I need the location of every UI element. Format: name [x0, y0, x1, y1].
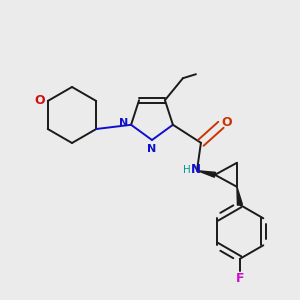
Polygon shape: [237, 187, 242, 205]
Text: N: N: [191, 163, 201, 176]
Text: N: N: [119, 118, 129, 128]
Text: H: H: [183, 165, 191, 175]
Polygon shape: [198, 171, 215, 177]
Text: F: F: [236, 272, 244, 285]
Text: O: O: [34, 94, 45, 107]
Text: O: O: [222, 116, 232, 129]
Text: N: N: [147, 144, 157, 154]
